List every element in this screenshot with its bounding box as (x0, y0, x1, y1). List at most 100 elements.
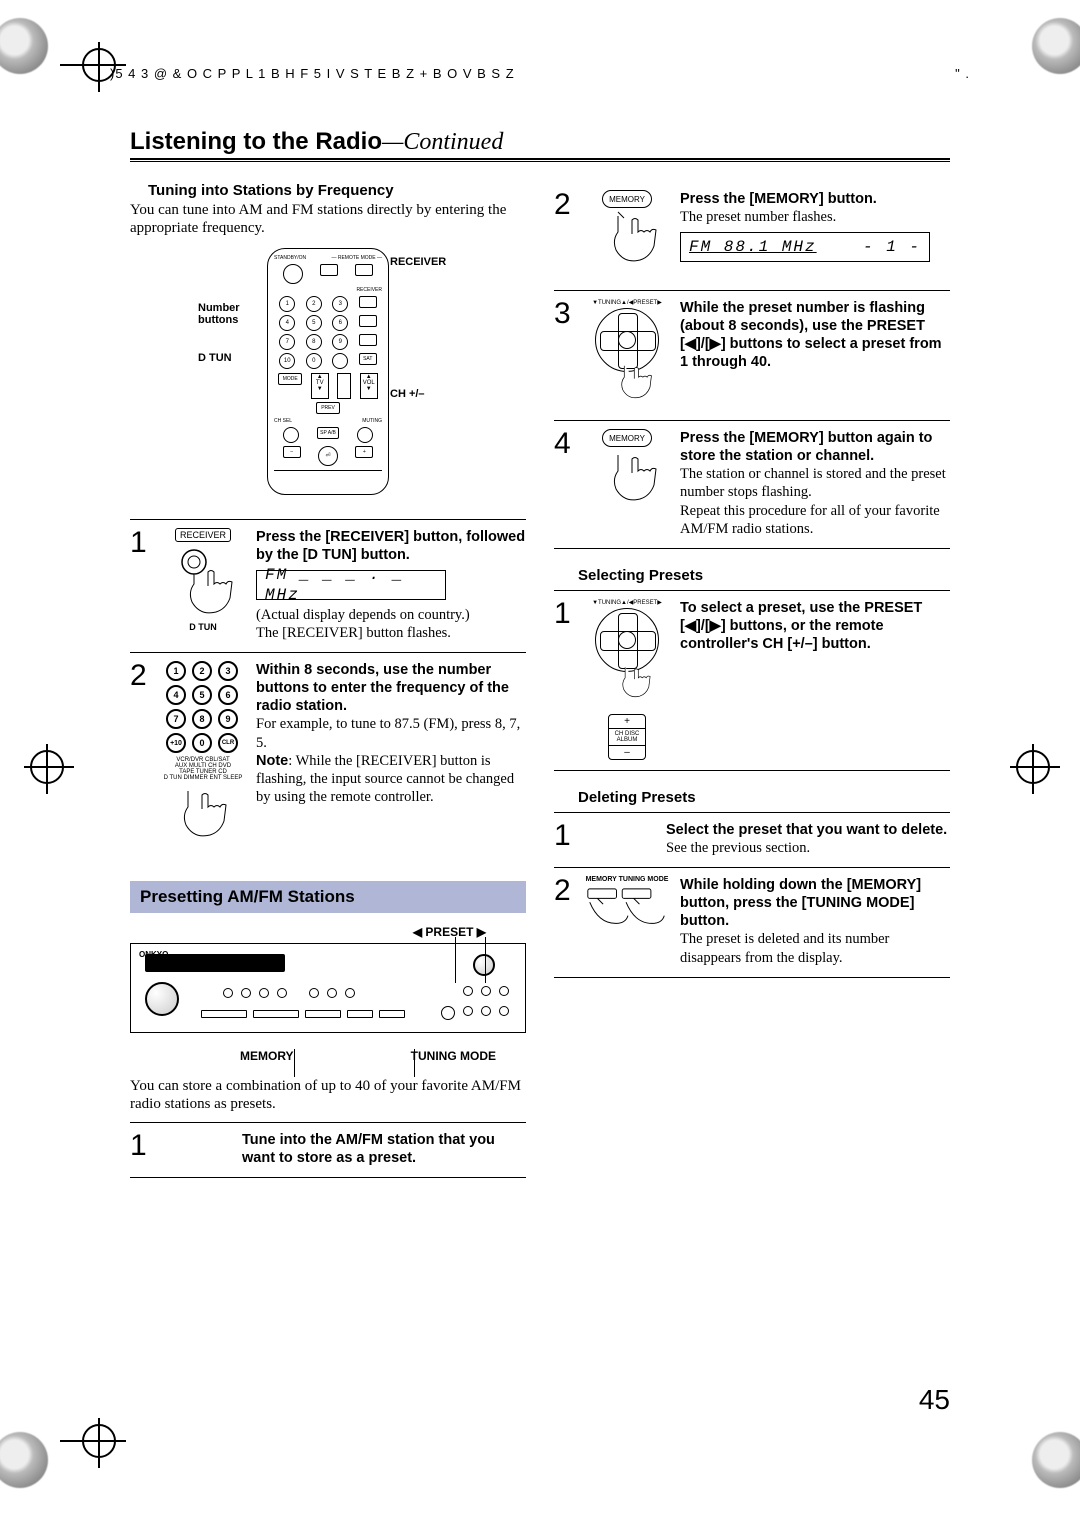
right-column: 2 MEMORY Press the [MEMORY] button. The … (554, 182, 950, 1178)
selecting-head: Selecting Presets (578, 567, 950, 584)
left-step-2: 2 123 456 789 +100CLR VCR/DVR CBL/SATAUX… (130, 652, 526, 863)
hand-icon (592, 449, 662, 519)
del-s2-body: The preset is deleted and its number dis… (680, 930, 950, 966)
page-number: 45 (919, 1384, 950, 1416)
memory-button-icon: MEMORY (602, 190, 652, 208)
corner-mark (1032, 1432, 1080, 1488)
register-mark-right (1016, 750, 1050, 784)
receiver-diagram-wrap: ◀ PRESET ▶ ONKYO (130, 925, 526, 1063)
note-body: : While the [RECEIVER] button is flashin… (256, 753, 514, 805)
lcd-text: FM _ _ _ . _ MHz (265, 565, 437, 605)
volume-knob-icon (145, 982, 179, 1016)
left-column: Tuning into Stations by Frequency You ca… (130, 182, 526, 1178)
preset-step-1: 1 Tune into the AM/FM station that you w… (130, 1122, 526, 1178)
r-step2-body: The preset number flashes. (680, 208, 950, 226)
title-rule (130, 158, 950, 162)
lcd-display: FM 88.1 MHz - 1 - (680, 232, 930, 262)
diagram-label-number: Number buttons (198, 302, 264, 326)
tuning-subhead: Tuning into Stations by Frequency (148, 182, 526, 199)
step-number: 2 (554, 190, 574, 280)
corner-mark (0, 1432, 48, 1488)
r-step4-bold: Press the [MEMORY] button again to store… (680, 430, 932, 464)
del-s2-bold: While holding down the [MEMORY] button, … (680, 877, 921, 929)
right-step-4: 4 MEMORY Press the [MEMORY] button again… (554, 420, 950, 549)
step-text: Within 8 seconds, use the number buttons… (256, 661, 526, 853)
step-icon: ▼TUNING▲/◀PRESET▶ + CH DISC ALBUM – (584, 599, 670, 760)
step-text: Select the preset that you want to delet… (666, 821, 950, 857)
ch-minus: – (609, 746, 645, 759)
step-icon: 123 456 789 +100CLR VCR/DVR CBL/SATAUX M… (160, 661, 246, 853)
step-text: While the preset number is flashing (abo… (680, 299, 950, 410)
step2-line1: For example, to tune to 87.5 (FM), press… (256, 715, 526, 751)
dtun-label: D TUN (160, 622, 246, 632)
mem-tun-label: MEMORY TUNING MODE (584, 876, 670, 883)
header-right: " . (955, 66, 970, 81)
diagram-label-ch: CH +/– (390, 388, 458, 400)
hand-icon (610, 360, 660, 410)
dpad-label: ▼TUNING▲/◀PRESET▶ (584, 299, 670, 306)
del-s1-bold: Select the preset that you want to delet… (666, 822, 947, 838)
deleting-step-2: 2 MEMORY TUNING MODE While holding down … (554, 867, 950, 978)
r-step4-body2: Repeat this procedure for all of your fa… (680, 502, 950, 538)
step-number: 1 (554, 821, 574, 857)
step2-bold: Within 8 seconds, use the number buttons… (256, 662, 509, 714)
register-mark-left (30, 750, 64, 784)
crop-mark (60, 1440, 100, 1442)
step-number: 1 (130, 528, 150, 643)
del-s1-body: See the previous section. (666, 839, 950, 857)
corner-mark (0, 18, 48, 74)
deleting-head: Deleting Presets (578, 789, 950, 806)
step-icon: RECEIVER D TUN (160, 528, 246, 643)
r-step3-bold: While the preset number is flashing (abo… (680, 300, 942, 370)
step-icon (584, 821, 656, 857)
step-text: Press the [RECEIVER] button, followed by… (256, 528, 526, 643)
receiver-display (145, 954, 285, 972)
note-label: Note (256, 753, 288, 769)
section-title-text: Listening to the Radio (130, 128, 382, 155)
right-step-2: 2 MEMORY Press the [MEMORY] button. The … (554, 182, 950, 290)
lcd-right: - 1 - (863, 237, 921, 257)
hand-icon (612, 662, 658, 708)
preset-callout: ◀ PRESET ▶ (130, 925, 486, 939)
receiver-button-icon: RECEIVER (175, 528, 231, 542)
right-step-3: 3 ▼TUNING▲/◀PRESET▶ While the preset num… (554, 290, 950, 420)
presetting-band: Presetting AM/FM Stations (130, 881, 526, 913)
step1-bold: Press the [RECEIVER] button, followed by… (256, 529, 525, 563)
lcd-display: FM _ _ _ . _ MHz (256, 570, 446, 600)
r-step2-bold: Press the [MEMORY] button. (680, 191, 877, 207)
ch-rocker-icon: + CH DISC ALBUM – (608, 714, 646, 760)
manual-page: )5 4 3 @ & O C P P L 1 B H F 5 I V S T E… (0, 0, 1080, 1528)
corner-mark (1032, 18, 1080, 74)
crop-mark (60, 64, 100, 66)
hand-icon (168, 783, 238, 853)
r-step4-body1: The station or channel is stored and the… (680, 465, 950, 501)
header-left: )5 4 3 @ & O C P P L 1 B H F 5 I V S T E… (110, 66, 515, 81)
small-knob-icon (473, 954, 495, 976)
hand-icon (592, 210, 662, 280)
receiver-front-view: ONKYO (130, 943, 526, 1033)
preset-intro: You can store a combination of up to 40 … (130, 1077, 526, 1114)
preset-step1-bold: Tune into the AM/FM station that you wan… (242, 1132, 495, 1166)
tuning-mode-callout: TUNING MODE (411, 1049, 496, 1063)
hand-icon (168, 548, 238, 618)
step-number: 2 (130, 661, 150, 853)
content-area: Listening to the Radio—Continued Tuning … (130, 128, 950, 1178)
step-number: 4 (554, 429, 574, 538)
two-column-layout: Tuning into Stations by Frequency You ca… (130, 182, 950, 1178)
step-text: To select a preset, use the PRESET [◀]/[… (680, 599, 950, 760)
number-pad-icon: 123 456 789 +100CLR (160, 661, 246, 753)
tuning-intro: You can tune into AM and FM stations dir… (130, 201, 526, 238)
lcd-left: FM 88.1 MHz (689, 237, 817, 257)
step-text: Press the [MEMORY] button. The preset nu… (680, 190, 950, 280)
remote-diagram: Number buttons D TUN RECEIVER CH +/– STA… (198, 248, 458, 495)
step1-note1: (Actual display depends on country.) (256, 606, 526, 624)
step-icon: MEMORY (584, 190, 670, 280)
step-number: 3 (554, 299, 574, 410)
step-number: 1 (130, 1131, 150, 1167)
remote-body: STANDBY/ON— REMOTE MODE — RECEIVER 123 4… (267, 248, 389, 495)
diagram-label-receiver: RECEIVER (390, 256, 458, 268)
step-text: While holding down the [MEMORY] button, … (680, 876, 950, 967)
step-icon: MEMORY (584, 429, 670, 538)
step-number: 2 (554, 876, 574, 967)
memory-callout: MEMORY (240, 1049, 294, 1063)
